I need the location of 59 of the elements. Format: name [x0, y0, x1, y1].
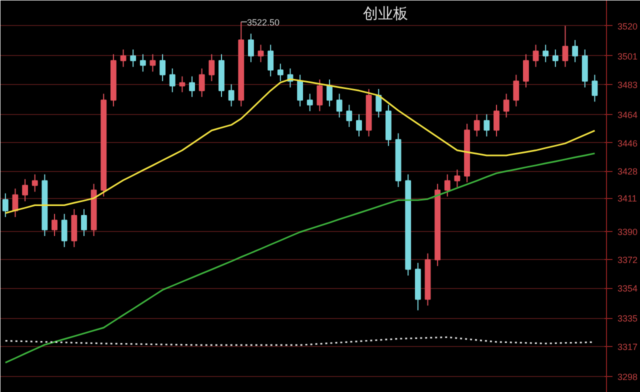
- candlestick: [532, 44, 539, 68]
- candlestick: [503, 93, 510, 118]
- y-tick-label: 3501: [618, 51, 638, 62]
- annotation: 3522.50: [247, 17, 280, 28]
- candlestick: [592, 74, 598, 102]
- candlestick: [130, 49, 136, 68]
- candlestick: [22, 178, 28, 202]
- candlestick: [376, 88, 382, 118]
- candlestick: [326, 79, 332, 107]
- candlestick: [336, 93, 342, 118]
- candlestick: [474, 114, 480, 137]
- candlestick: [552, 49, 558, 68]
- candlestick: [32, 174, 38, 192]
- candlestick: [52, 213, 58, 237]
- candlestick: [2, 192, 8, 218]
- y-tick-label: 3520: [618, 21, 638, 32]
- candlestick: [562, 25, 568, 68]
- y-tick-label: 3335: [618, 314, 638, 324]
- y-tick-label: 3372: [618, 255, 638, 266]
- candlestick: [356, 114, 362, 137]
- y-tick-label: 3390: [618, 226, 638, 237]
- candlestick: [160, 54, 166, 82]
- y-tick-label: 3411: [618, 194, 637, 204]
- candlestick: [444, 174, 450, 197]
- candlestick: [454, 169, 460, 188]
- candlestick: [542, 44, 549, 63]
- candlestick: [523, 54, 529, 88]
- candlestick: [179, 76, 186, 93]
- y-tick-label: 3354: [618, 284, 638, 294]
- candlestick: [277, 63, 284, 82]
- y-tick-label: 3317: [618, 342, 638, 352]
- y-tick-label: 3428: [618, 166, 638, 177]
- line-series: [4, 152, 596, 364]
- candlestick: [258, 44, 264, 63]
- candlestick: [513, 74, 520, 107]
- candlestick: [268, 44, 274, 77]
- candlestick: [61, 213, 68, 248]
- candlestick: [346, 104, 352, 128]
- y-tick-label: 3298: [618, 372, 638, 382]
- candlestick: [208, 54, 215, 82]
- candlestick: [140, 54, 146, 72]
- candlestick: [169, 68, 176, 93]
- y-tick-label: 3464: [618, 110, 638, 120]
- candlestick: [81, 208, 87, 237]
- candlestick: [189, 76, 195, 98]
- candlestick: [228, 84, 234, 107]
- chart-title: 创业板: [363, 4, 408, 22]
- y-tick-label: 3483: [618, 80, 638, 90]
- y-tick-label: 3446: [618, 138, 638, 148]
- candlestick: [572, 40, 578, 63]
- candlestick: [494, 104, 500, 137]
- candlestick: [120, 49, 126, 68]
- candlestick: [297, 74, 304, 107]
- candlestick: [150, 54, 156, 72]
- candlestick: [248, 33, 254, 63]
- candlestick: [198, 68, 205, 98]
- candlestick: [484, 114, 490, 137]
- candlestick: [306, 93, 313, 112]
- candlestick: [316, 79, 323, 112]
